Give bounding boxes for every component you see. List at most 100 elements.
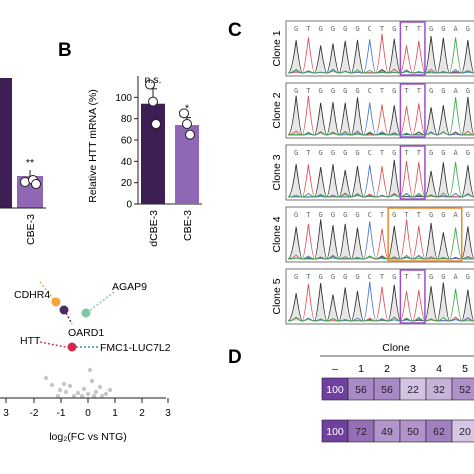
background-point (71, 393, 77, 399)
base-call: G (294, 25, 298, 33)
table-header-clone: Clone (382, 342, 410, 354)
x-tick-label: 3 (165, 408, 171, 419)
base-call: T (404, 273, 409, 281)
data-point (31, 179, 41, 189)
base-call: T (306, 273, 311, 281)
base-call: G (466, 149, 470, 157)
chromatogram-frame (285, 144, 474, 201)
panel-label-d: D (228, 347, 242, 368)
data-point (185, 129, 195, 140)
trace-G (287, 95, 474, 136)
base-call: G (331, 149, 335, 157)
category-label: CBE-3 (25, 214, 37, 245)
bar-dcbe-3 (141, 103, 165, 204)
heatmap-cell (451, 419, 474, 443)
base-call: G (343, 211, 347, 219)
base-call: G (441, 149, 445, 157)
edit-site-box (399, 83, 426, 138)
connector-agap9 (87, 291, 115, 313)
background-point (87, 367, 93, 373)
base-call: A (453, 149, 458, 157)
heatmap-value: 20 (459, 426, 471, 438)
x-tick-label: 3 (3, 408, 9, 419)
base-call: G (355, 87, 359, 95)
base-call: G (319, 25, 323, 33)
base-call: G (294, 273, 298, 281)
base-call: A (453, 87, 458, 95)
trace-C (287, 281, 474, 322)
heatmap-value: 50 (407, 426, 419, 438)
background-point (67, 383, 73, 389)
background-point (103, 391, 109, 397)
volcano-x-axis-title: log₂(FC vs NTG) (49, 431, 127, 443)
base-call: T (417, 87, 422, 95)
base-call: G (441, 273, 445, 281)
trace-A (287, 97, 474, 136)
base-call: T (417, 273, 422, 281)
base-call: A (453, 25, 458, 33)
connector-oard1 (65, 312, 73, 325)
significance-label: n.s. (145, 74, 162, 86)
heatmap-value: 49 (381, 426, 393, 438)
base-call: C (368, 149, 372, 157)
x-tick-label: 0 (85, 408, 91, 419)
bar-dcbe-fragment (0, 78, 12, 208)
background-point (89, 378, 95, 384)
base-call: G (466, 211, 470, 219)
panel-d-heatmap: – 1 2 3 4 5 100 56 56 22 32 52 100 72 49 50 62 20 (321, 363, 474, 443)
base-call: G (331, 25, 335, 33)
point-oard1 (59, 305, 69, 315)
base-call: G (392, 25, 396, 33)
base-call: T (306, 149, 311, 157)
trace-T (287, 219, 474, 260)
column-label: – (332, 363, 338, 375)
heatmap-value: 62 (433, 426, 445, 438)
base-call: G (429, 25, 433, 33)
background-point (107, 387, 113, 393)
background-point (81, 386, 87, 392)
base-call: G (392, 273, 396, 281)
trace-G (287, 282, 474, 322)
base-call: T (380, 25, 385, 33)
y-tick-label: 80 (121, 114, 133, 125)
base-call: T (306, 25, 311, 33)
base-call: G (343, 149, 347, 157)
point-cdhr4 (51, 297, 61, 307)
clone-label: Clone 1 (271, 30, 283, 66)
base-call: A (453, 211, 458, 219)
column-label: 1 (358, 363, 364, 375)
y-tick-label: 0 (126, 200, 132, 211)
gene-label-htt: HTT (20, 335, 41, 347)
base-call: T (404, 211, 409, 219)
column-label: 5 (462, 363, 468, 375)
heatmap-value: 56 (381, 384, 393, 396)
background-point (93, 389, 99, 395)
base-call: G (355, 149, 359, 157)
base-call: G (331, 211, 335, 219)
base-call: G (331, 273, 335, 281)
background-point (57, 387, 63, 393)
base-call: G (392, 87, 396, 95)
significance-label: * (185, 103, 189, 115)
background-point (55, 393, 61, 399)
background-point (43, 375, 49, 381)
trace-A (287, 288, 474, 322)
category-label: dCBE-3 (148, 210, 160, 247)
base-call: T (380, 149, 385, 157)
background-point (61, 381, 67, 387)
trace-A (287, 227, 474, 260)
base-call: G (466, 25, 470, 33)
base-call: G (355, 273, 359, 281)
base-call: G (343, 87, 347, 95)
significance-label: ** (26, 157, 34, 169)
panel-label-c: C (228, 20, 242, 41)
heatmap-value: 22 (407, 384, 419, 396)
background-point (85, 391, 91, 397)
heatmap-value: 56 (355, 384, 367, 396)
background-point (91, 393, 97, 399)
edit-site-box (399, 269, 426, 324)
clone-label: Clone 2 (271, 92, 283, 128)
x-tick-label: 2 (139, 408, 145, 419)
base-call: G (429, 87, 433, 95)
